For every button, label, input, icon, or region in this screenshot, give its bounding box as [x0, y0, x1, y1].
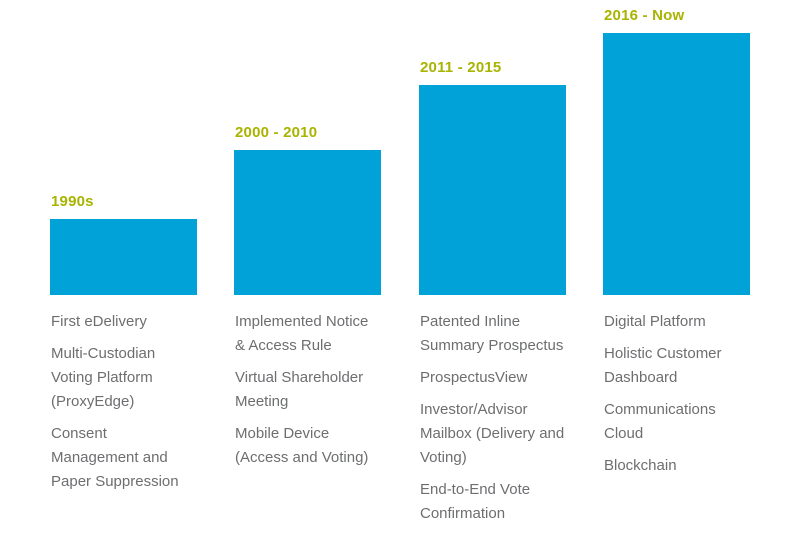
timeline-column-1: 1990s First eDelivery Multi-Custodian Voti… — [50, 0, 197, 523]
milestone-text: ProspectusView — [420, 369, 528, 386]
milestone-text: Communications Cloud — [604, 401, 716, 442]
milestone-list: Digital Platform Holistic Customer Dashbo… — [604, 310, 784, 486]
milestone-list: Patented Inline Summary Prospectus Prospe… — [420, 310, 600, 534]
period-label: 2000 - 2010 — [235, 124, 318, 141]
milestone-text: First eDelivery — [51, 313, 147, 330]
milestone-text: Implemented Notice & Access Rule — [235, 313, 369, 354]
timeline-bar — [234, 150, 381, 295]
milestone-text: Investor/Advisor Mailbox (Delivery and V… — [420, 401, 565, 466]
timeline-bar — [603, 33, 750, 295]
timeline-column-4: 2016 - Now Digital Platform Holistic Custo… — [603, 0, 750, 523]
milestone-list: Implemented Notice & Access Rule Virtual … — [235, 310, 415, 478]
milestone-text: Multi-Custodian Voting Platform (ProxyEd… — [51, 345, 156, 410]
timeline-bar — [419, 85, 566, 295]
timeline-column-3: 2011 - 2015 Patented Inline Summary Prosp… — [419, 0, 566, 523]
milestone-text: End-to-End Vote Confirmation — [420, 481, 531, 522]
milestone-text: Digital Platform — [604, 313, 706, 330]
milestone-text: Patented Inline Summary Prospectus — [420, 313, 564, 354]
timeline-bar — [50, 219, 197, 295]
timeline-column-2: 2000 - 2010 Implemented Notice & Access R… — [234, 0, 381, 523]
milestone-text: Holistic Customer Dashboard — [604, 345, 722, 386]
period-label: 2011 - 2015 — [420, 59, 502, 76]
milestone-list: First eDelivery Multi-Custodian Voting Pl… — [51, 310, 231, 502]
milestone-text: Consent Management and Paper Suppression — [51, 425, 179, 490]
timeline-chart: 1990s First eDelivery Multi-Custodian Voti… — [50, 0, 750, 523]
milestone-text: Blockchain — [604, 457, 677, 474]
period-label: 2016 - Now — [604, 7, 685, 24]
milestone-text: Mobile Device (Access and Voting) — [235, 425, 369, 466]
page: { "chart_data": { "type": "bar", "title"… — [50, 0, 750, 523]
period-label: 1990s — [51, 193, 94, 210]
milestone-text: Virtual Shareholder Meeting — [235, 369, 364, 410]
